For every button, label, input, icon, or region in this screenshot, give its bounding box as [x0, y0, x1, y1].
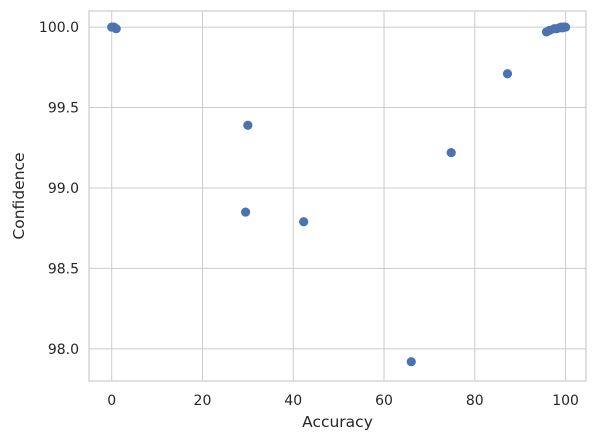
- data-points: [107, 22, 570, 366]
- x-axis-label: Accuracy: [302, 413, 373, 431]
- x-tick-label: 80: [466, 393, 484, 409]
- x-tick-label: 40: [284, 393, 302, 409]
- plot-frame: [89, 11, 586, 381]
- data-point: [407, 357, 416, 366]
- y-tick-label: 98.0: [48, 342, 79, 358]
- x-tick-labels: 0 20 40 60 80 100: [107, 393, 579, 409]
- data-point: [447, 148, 456, 157]
- x-tick-label: 20: [194, 393, 212, 409]
- data-point: [503, 69, 512, 78]
- data-point: [561, 22, 570, 31]
- x-tick-label: 60: [375, 393, 393, 409]
- y-tick-label: 99.0: [48, 181, 79, 197]
- y-tick-label: 98.5: [48, 261, 79, 277]
- x-tick-label: 0: [107, 393, 116, 409]
- y-tick-labels: 98.0 98.5 99.0 99.5 100.0: [39, 20, 79, 358]
- data-point: [241, 207, 250, 216]
- x-tick-label: 100: [552, 393, 579, 409]
- data-point: [112, 24, 121, 33]
- y-tick-label: 100.0: [39, 20, 79, 36]
- y-tick-label: 99.5: [48, 101, 79, 117]
- data-point: [243, 121, 252, 130]
- y-axis-label: Confidence: [10, 152, 28, 239]
- grid: [89, 11, 586, 381]
- data-point: [299, 217, 308, 226]
